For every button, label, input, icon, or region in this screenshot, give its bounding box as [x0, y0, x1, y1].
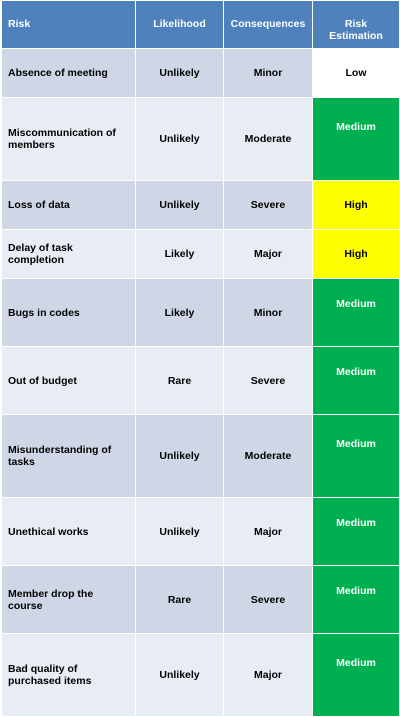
- risk-name-cell: Bugs in codes: [1, 278, 136, 347]
- table-row: Miscommunication of members Unlikely Moder…: [1, 97, 400, 181]
- header-likelihood: Likelihood: [135, 0, 224, 49]
- consequences-cell: Minor: [223, 278, 313, 347]
- risk-name-cell: Absence of meeting: [1, 48, 136, 98]
- risk-estimation-cell: High: [312, 229, 400, 279]
- risk-name-cell: Loss of data: [1, 180, 136, 230]
- risk-estimation-cell: Low: [312, 48, 400, 98]
- risk-estimation-cell: Medium: [312, 497, 400, 566]
- likelihood-cell: Unlikely: [135, 633, 224, 717]
- consequences-cell: Major: [223, 633, 313, 717]
- risk-estimation-cell: Medium: [312, 97, 400, 181]
- risk-name-cell: Out of budget: [1, 346, 136, 415]
- table-row: Out of budget Rare Severe Medium: [1, 346, 400, 415]
- likelihood-cell: Likely: [135, 229, 224, 279]
- table-row: Bugs in codes Likely Minor Medium: [1, 278, 400, 347]
- table-row: Member drop the course Rare Severe Medium: [1, 565, 400, 634]
- likelihood-cell: Unlikely: [135, 414, 224, 498]
- consequences-cell: Severe: [223, 346, 313, 415]
- consequences-cell: Severe: [223, 565, 313, 634]
- risk-name-cell: Delay of task completion: [1, 229, 136, 279]
- table-row: Delay of task completion Likely Major High: [1, 229, 400, 279]
- risk-estimation-cell: Medium: [312, 565, 400, 634]
- risk-estimation-cell: Medium: [312, 414, 400, 498]
- risk-name-cell: Misunderstanding of tasks: [1, 414, 136, 498]
- likelihood-cell: Unlikely: [135, 180, 224, 230]
- risk-table-body: Absence of meeting Unlikely Minor Low Miscom…: [1, 48, 400, 717]
- likelihood-cell: Likely: [135, 278, 224, 347]
- table-row: Loss of data Unlikely Severe High: [1, 180, 400, 230]
- consequences-cell: Moderate: [223, 97, 313, 181]
- table-row: Absence of meeting Unlikely Minor Low: [1, 48, 400, 98]
- table-row: Bad quality of purchased items Unlikely Ma…: [1, 633, 400, 717]
- table-row: Misunderstanding of tasks Unlikely Moderat…: [1, 414, 400, 498]
- likelihood-cell: Unlikely: [135, 48, 224, 98]
- consequences-cell: Moderate: [223, 414, 313, 498]
- consequences-cell: Minor: [223, 48, 313, 98]
- header-risk-estimation: Risk Estimation: [312, 0, 400, 49]
- risk-estimation-cell: High: [312, 180, 400, 230]
- header-consequences: Consequences: [223, 0, 313, 49]
- consequences-cell: Major: [223, 229, 313, 279]
- risk-estimation-cell: Medium: [312, 346, 400, 415]
- risk-name-cell: Miscommunication of members: [1, 97, 136, 181]
- header-risk: Risk: [1, 0, 136, 49]
- risk-name-cell: Member drop the course: [1, 565, 136, 634]
- consequences-cell: Severe: [223, 180, 313, 230]
- risk-name-cell: Unethical works: [1, 497, 136, 566]
- likelihood-cell: Rare: [135, 565, 224, 634]
- risk-estimation-cell: Medium: [312, 633, 400, 717]
- risk-estimation-cell: Medium: [312, 278, 400, 347]
- likelihood-cell: Unlikely: [135, 97, 224, 181]
- header-row: Risk Likelihood Consequences Risk Estima…: [1, 0, 400, 49]
- table-row: Unethical works Unlikely Major Medium: [1, 497, 400, 566]
- risk-name-cell: Bad quality of purchased items: [1, 633, 136, 717]
- consequences-cell: Major: [223, 497, 313, 566]
- likelihood-cell: Rare: [135, 346, 224, 415]
- likelihood-cell: Unlikely: [135, 497, 224, 566]
